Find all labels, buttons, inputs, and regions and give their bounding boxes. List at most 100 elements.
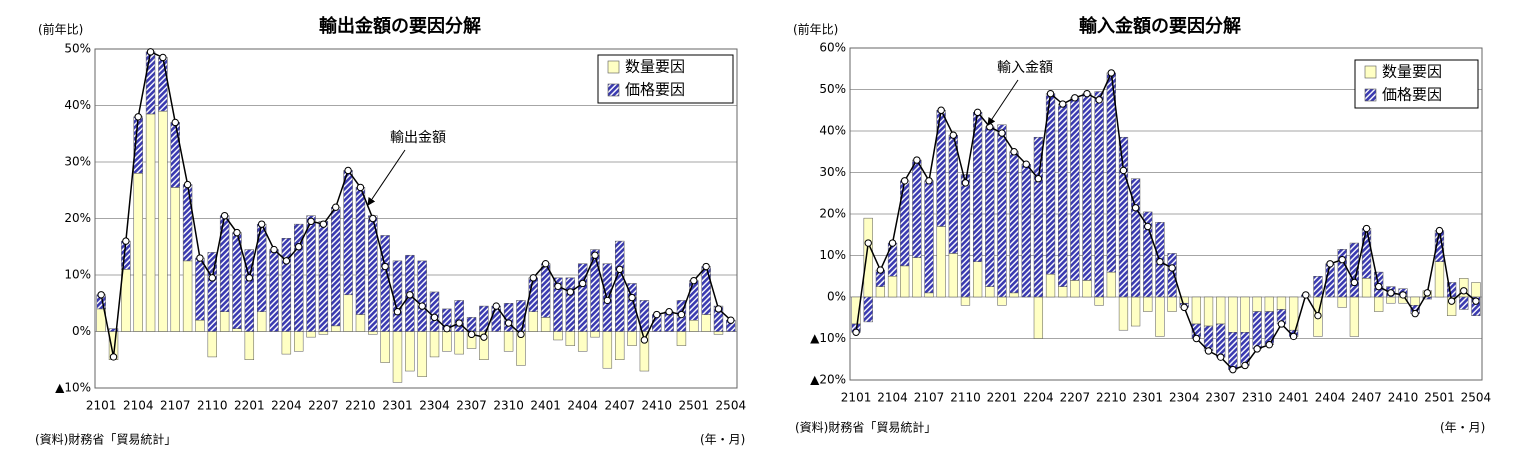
bar bbox=[207, 252, 217, 332]
bar bbox=[145, 51, 156, 115]
bar bbox=[1422, 296, 1432, 300]
line-point bbox=[418, 302, 426, 310]
bar bbox=[1070, 280, 1080, 298]
line-point bbox=[504, 319, 513, 327]
y-tick-label: 40% bbox=[64, 98, 91, 112]
line-point bbox=[1058, 100, 1067, 108]
line-point bbox=[480, 333, 488, 341]
x-tick-label: 2104 bbox=[877, 391, 908, 405]
bar bbox=[145, 113, 156, 332]
line-point bbox=[1460, 287, 1468, 295]
line-point bbox=[1447, 297, 1456, 305]
bar bbox=[1361, 278, 1372, 298]
y-tick-label: 30% bbox=[64, 155, 91, 169]
x-tick-label: 2201 bbox=[987, 391, 1018, 405]
x-tick-label: 2410 bbox=[1388, 391, 1419, 405]
line-point bbox=[1229, 365, 1237, 374]
line-point bbox=[257, 220, 266, 228]
bar bbox=[1240, 296, 1250, 333]
line-point bbox=[220, 211, 229, 220]
bar bbox=[1471, 296, 1481, 316]
y-tick-label: ▲20% bbox=[810, 373, 846, 387]
x-axis-label: (年・月) bbox=[700, 433, 745, 447]
bar bbox=[1033, 296, 1044, 339]
bar bbox=[380, 331, 390, 363]
y-tick-label: 20% bbox=[64, 211, 91, 225]
bar bbox=[429, 331, 440, 358]
bar bbox=[1434, 261, 1445, 298]
x-tick-label: 2204 bbox=[1023, 391, 1054, 405]
x-tick-label: 2301 bbox=[1132, 391, 1163, 405]
line-point bbox=[1010, 148, 1018, 156]
bar bbox=[900, 265, 910, 298]
x-tick-label: 2101 bbox=[841, 391, 872, 405]
bar bbox=[195, 257, 205, 321]
bar bbox=[713, 331, 724, 335]
bar bbox=[948, 134, 958, 254]
line-point bbox=[208, 274, 216, 282]
line-point bbox=[925, 177, 933, 185]
bar bbox=[1021, 163, 1031, 298]
legend-label: 数量要因 bbox=[1382, 63, 1442, 81]
bar bbox=[1325, 263, 1335, 298]
line-point bbox=[1314, 311, 1322, 320]
bar bbox=[516, 300, 526, 332]
bar bbox=[1130, 296, 1141, 327]
bar bbox=[133, 173, 143, 332]
legend-box bbox=[597, 54, 734, 104]
bar bbox=[972, 112, 983, 262]
legend-swatch bbox=[1364, 65, 1377, 79]
x-tick-label: 2410 bbox=[641, 399, 672, 413]
plot-frame bbox=[94, 48, 738, 389]
x-tick-label: 2501 bbox=[679, 399, 710, 413]
line-point bbox=[973, 108, 982, 117]
x-tick-label: 2504 bbox=[716, 399, 747, 413]
annotation-arrow bbox=[367, 149, 406, 206]
bar bbox=[232, 328, 242, 332]
bar bbox=[195, 319, 205, 332]
line-point bbox=[1338, 255, 1346, 264]
bar bbox=[380, 235, 390, 332]
line-point bbox=[467, 330, 476, 339]
line-point bbox=[529, 274, 537, 282]
bar bbox=[1203, 296, 1214, 327]
bar bbox=[1471, 282, 1481, 298]
line-point bbox=[1046, 89, 1055, 98]
legend-swatch bbox=[1364, 88, 1377, 102]
x-tick-label: 2304 bbox=[419, 399, 450, 413]
bar bbox=[219, 311, 230, 332]
legend-label: 価格要因 bbox=[1382, 86, 1442, 104]
line-point bbox=[727, 316, 735, 324]
bar bbox=[887, 276, 898, 298]
bar bbox=[182, 184, 193, 262]
y-tick-label: ▲10% bbox=[810, 331, 846, 345]
line-point bbox=[852, 328, 860, 336]
line-point bbox=[443, 324, 451, 333]
bar bbox=[170, 122, 180, 188]
legend-swatch bbox=[607, 60, 620, 74]
y-tick-label: 40% bbox=[819, 124, 846, 138]
line-point bbox=[888, 239, 897, 247]
bar bbox=[1216, 296, 1226, 325]
plot-frame bbox=[849, 47, 1483, 381]
line-point bbox=[1374, 282, 1383, 291]
bar bbox=[1094, 91, 1104, 298]
line-point bbox=[356, 183, 365, 192]
line-point bbox=[1350, 278, 1359, 287]
bar bbox=[701, 266, 711, 315]
y-tick-label: 60% bbox=[819, 41, 846, 55]
x-tick-label: 2104 bbox=[123, 399, 154, 413]
bar bbox=[1143, 211, 1153, 298]
line-point bbox=[1399, 291, 1407, 299]
bar bbox=[553, 277, 563, 332]
bar bbox=[392, 260, 403, 332]
line-point bbox=[270, 245, 278, 254]
y-axis-label: (前年比) bbox=[793, 22, 838, 37]
line-point bbox=[1253, 345, 1261, 353]
y-tick-label: 0% bbox=[72, 324, 91, 338]
legend-label: 数量要因 bbox=[625, 58, 685, 76]
bar bbox=[318, 331, 329, 335]
line-point bbox=[913, 156, 921, 164]
bar bbox=[912, 257, 922, 298]
bar bbox=[417, 260, 427, 332]
